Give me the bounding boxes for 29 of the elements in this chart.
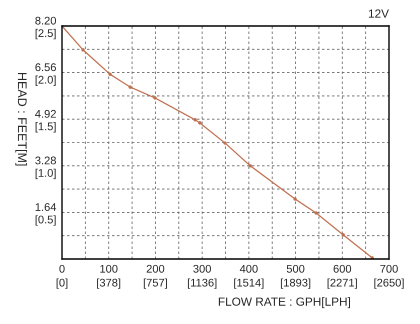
x-tick-label: 500 [286, 264, 304, 273]
x-tick-label: 300 [193, 264, 211, 273]
x-tick-label: 200 [146, 264, 164, 273]
x2-tick-label: [1893] [280, 278, 310, 289]
x2-tick-label: [2650] [374, 278, 404, 289]
y2-tick-label: [1.5] [36, 122, 56, 132]
chart-title: 12V [368, 9, 389, 18]
x2-tick-label: [0] [56, 278, 68, 289]
y-tick-label: 4.92 [35, 110, 56, 118]
x-axis-title: FLOW RATE : GPH[LPH] [218, 297, 350, 308]
x2-tick-label: [1136] [188, 278, 216, 289]
x-tick-label: 400 [240, 264, 258, 273]
y2-tick-label: [1.0] [36, 168, 56, 180]
x2-tick-label: [1514] [234, 278, 264, 289]
x2-tick-label: [378] [97, 278, 120, 289]
x2-tick-label: [757] [144, 278, 167, 289]
x-tick-label: 100 [100, 264, 118, 273]
y-axis-title: HEAD : FEET[M] [15, 73, 28, 166]
y-tick-label: 8.20 [35, 16, 56, 25]
x-tick-label: 0 [59, 264, 65, 273]
y-tick-label: 3.28 [35, 156, 56, 164]
y-tick-label: 1.64 [36, 203, 56, 211]
y-tick-label: 6.56 [35, 63, 56, 72]
y2-tick-label: [2.5] [36, 28, 56, 40]
x-tick-label: 600 [334, 264, 352, 273]
x2-tick-label: [2271] [328, 278, 357, 289]
x-tick-label: 700 [380, 264, 398, 273]
y2-tick-label: [2.0] [36, 76, 56, 86]
y2-tick-label: [0.5] [36, 215, 56, 226]
